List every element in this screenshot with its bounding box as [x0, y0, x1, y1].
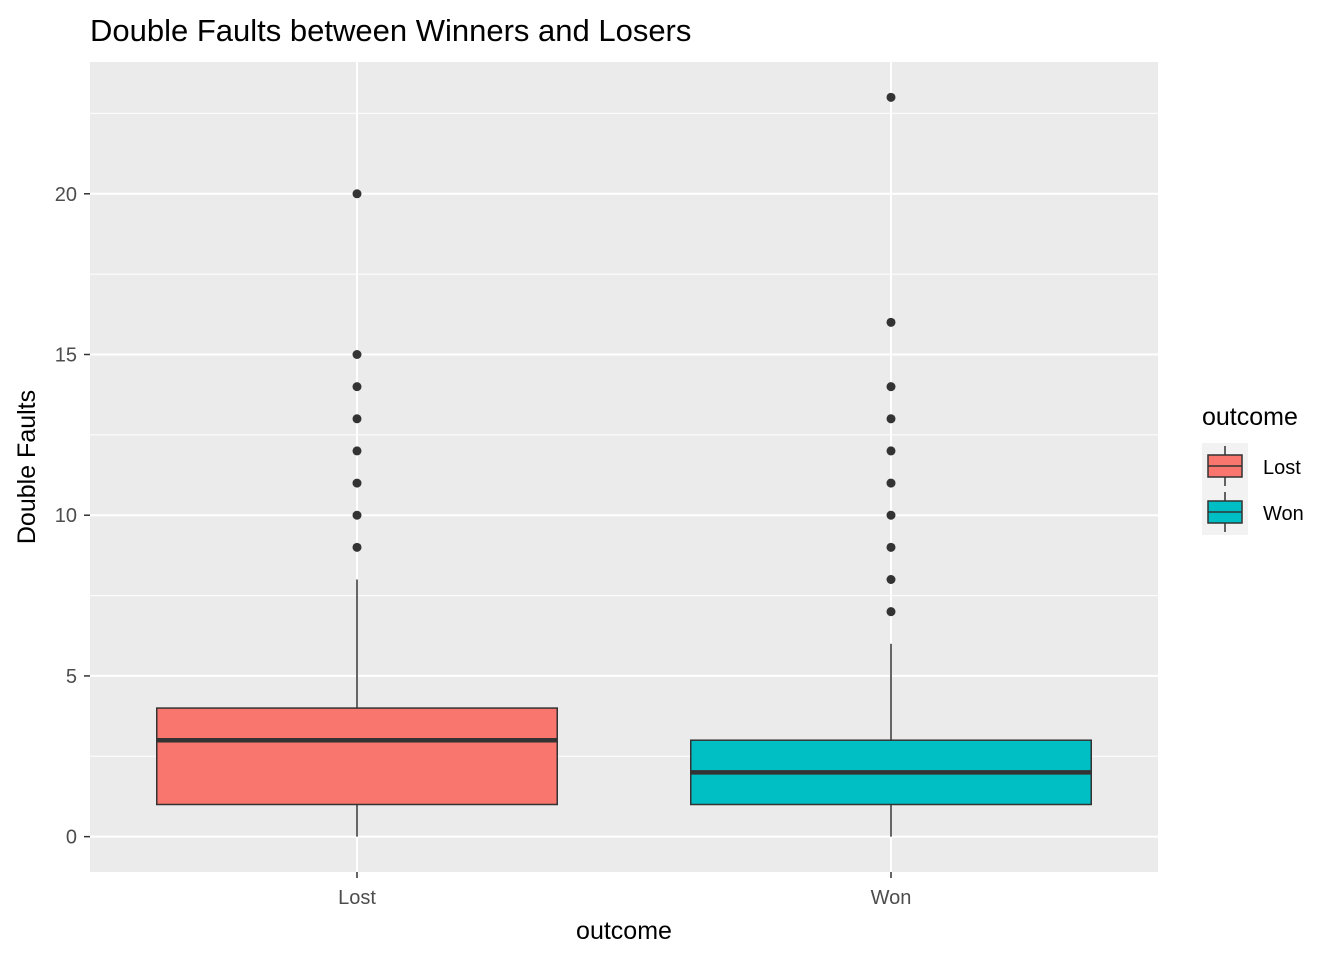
outlier-point: [352, 350, 362, 359]
y-tick-label: 20: [55, 184, 77, 206]
legend: outcome Lost Won: [1202, 403, 1304, 535]
legend-label: Lost: [1263, 457, 1301, 479]
outlier-point: [352, 478, 362, 488]
legend-key-lost: [1202, 443, 1248, 489]
legend-key-won: [1202, 489, 1248, 535]
outlier-point: [352, 446, 362, 456]
outlier-point: [886, 317, 896, 327]
legend-label: Won: [1263, 503, 1304, 525]
chart-title: Double Faults between Winners and Losers: [90, 13, 691, 48]
outlier-point: [352, 414, 362, 424]
outlier-point: [886, 542, 896, 552]
y-axis: 0 5 10 15 20: [55, 184, 90, 849]
outlier-point: [352, 510, 362, 520]
outlier-point: [886, 382, 896, 392]
outlier-point: [886, 478, 896, 488]
x-tick-label: Won: [871, 887, 912, 909]
legend-title: outcome: [1202, 403, 1298, 431]
y-axis-title: Double Faults: [13, 390, 41, 544]
y-tick-label: 10: [55, 505, 77, 527]
outlier-point: [886, 446, 896, 456]
outlier-point: [886, 92, 896, 102]
y-tick-label: 0: [66, 827, 77, 849]
outlier-point: [886, 607, 896, 617]
y-tick-label: 15: [55, 345, 77, 367]
boxplot-won: [690, 92, 1092, 837]
outlier-point: [352, 189, 362, 199]
y-tick-label: 5: [66, 666, 77, 688]
outlier-point: [886, 414, 896, 424]
outlier-point: [352, 382, 362, 392]
x-axis-title: outcome: [576, 917, 672, 945]
outlier-point: [886, 510, 896, 520]
outlier-point: [886, 575, 896, 584]
box: [156, 707, 558, 806]
x-axis: Lost Won: [338, 872, 911, 909]
boxplot-lost: [156, 189, 558, 837]
outlier-point: [352, 542, 362, 552]
x-tick-label: Lost: [338, 887, 376, 909]
boxplots: [156, 92, 1092, 837]
